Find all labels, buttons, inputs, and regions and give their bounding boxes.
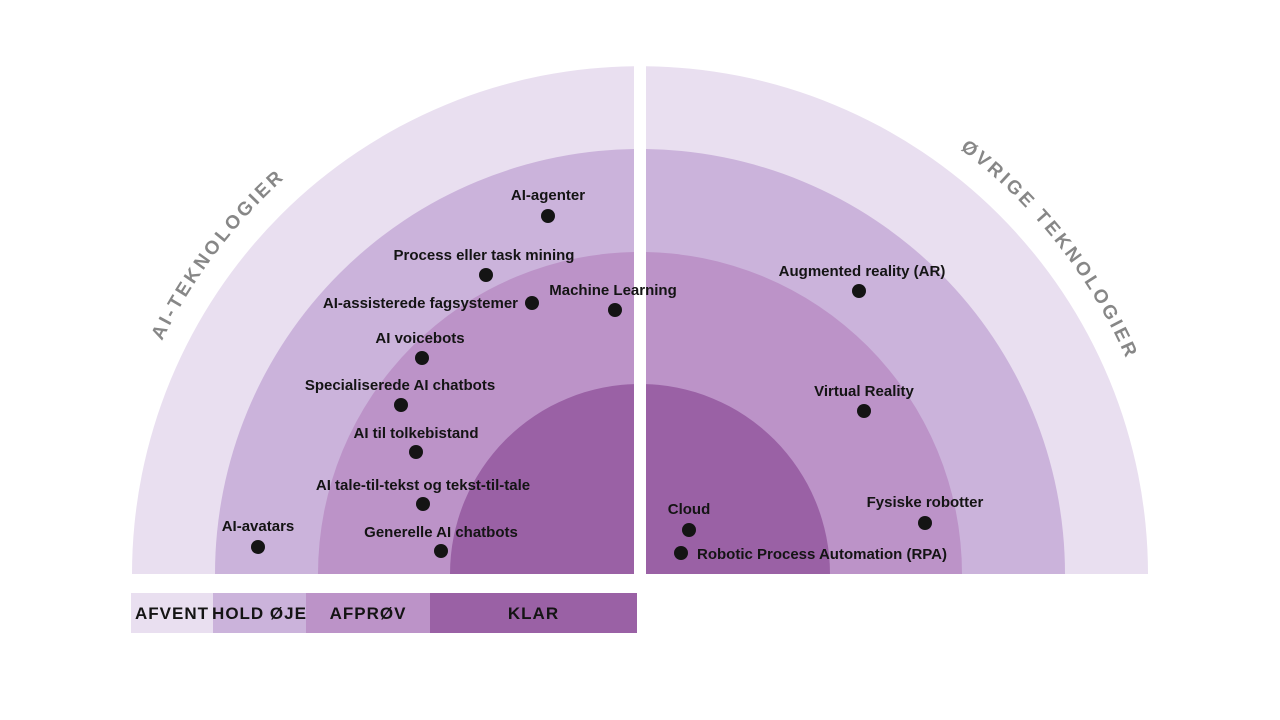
- ring-klar-left: [450, 384, 634, 574]
- sector-ai-teknologier: [132, 66, 634, 574]
- items-ai-teknologier: AI-agenter Process eller task mining Mac…: [222, 187, 677, 558]
- legend-swatch-hold-oje: [213, 593, 306, 633]
- tech-dot: [416, 497, 430, 511]
- tech-dot: [852, 284, 866, 298]
- tech-dot: [857, 404, 871, 418]
- tech-label: Generelle AI chatbots: [364, 524, 518, 541]
- tech-dot: [674, 546, 688, 560]
- tech-dot: [409, 445, 423, 459]
- tech-label: Machine Learning: [549, 282, 677, 299]
- tech-dot: [608, 303, 622, 317]
- tech-label: Process eller task mining: [394, 247, 575, 264]
- tech-dot: [541, 209, 555, 223]
- tech-label: Augmented reality (AR): [779, 263, 946, 280]
- tech-dot: [415, 351, 429, 365]
- items-ovrige-teknologier: Augmented reality (AR) Virtual Reality F…: [668, 263, 984, 563]
- tech-dot: [434, 544, 448, 558]
- legend-label-hold-oje: HOLD ØJE: [212, 604, 307, 623]
- tech-dot: [251, 540, 265, 554]
- tech-label: AI-avatars: [222, 518, 295, 535]
- legend: AFVENT HOLD ØJE AFPRØV KLAR: [131, 593, 637, 633]
- tech-label: Fysiske robotter: [867, 494, 984, 511]
- tech-label: Specialiserede AI chatbots: [305, 377, 495, 394]
- legend-label-afprov: AFPRØV: [330, 604, 407, 623]
- tech-dot: [394, 398, 408, 412]
- tech-dot: [682, 523, 696, 537]
- legend-label-klar: KLAR: [508, 604, 559, 623]
- tech-label: Robotic Process Automation (RPA): [697, 546, 947, 563]
- tech-label: AI voicebots: [375, 330, 464, 347]
- tech-label: Cloud: [668, 501, 711, 518]
- legend-swatch-afvent: [131, 593, 213, 633]
- tech-label: AI til tolkebistand: [353, 425, 478, 442]
- tech-dot: [918, 516, 932, 530]
- legend-label-afvent: AFVENT: [135, 604, 209, 623]
- legend-swatch-klar: [430, 593, 637, 633]
- tech-dot: [525, 296, 539, 310]
- tech-label: AI-assisterede fagsystemer: [323, 295, 518, 312]
- tech-dot: [479, 268, 493, 282]
- tech-label: AI-agenter: [511, 187, 585, 204]
- tech-label: AI tale-til-tekst og tekst-til-tale: [316, 477, 530, 494]
- tech-label: Virtual Reality: [814, 383, 914, 400]
- legend-swatch-afprov: [306, 593, 430, 633]
